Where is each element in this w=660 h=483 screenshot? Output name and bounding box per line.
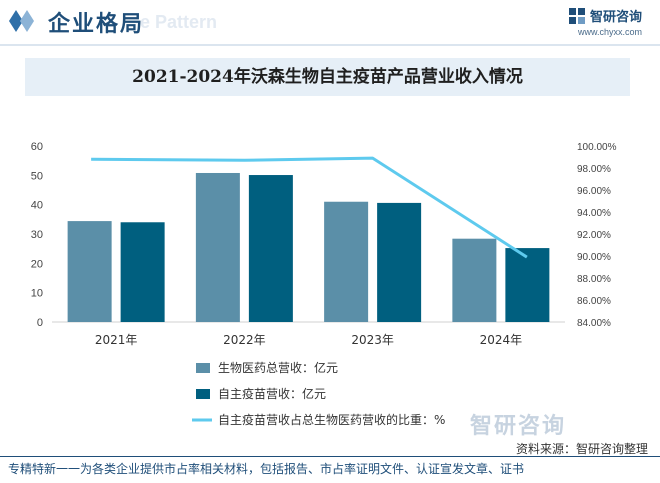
bar-total-revenue: [195, 172, 240, 322]
y-right-tick-label: 88.00%: [577, 274, 611, 285]
watermark-logo: 智研咨询: [470, 414, 567, 439]
legend-label: 自主疫苗营收占总生物医药营收的比重：%: [218, 412, 445, 427]
y-right-tick-label: 100.00%: [577, 142, 617, 153]
x-tick-label: 2023年: [351, 333, 394, 347]
legend-label: 生物医药总营收：亿元: [218, 360, 338, 375]
bar-vaccine-revenue: [377, 202, 422, 322]
bar-total-revenue: [324, 201, 369, 322]
y-right-tick-label: 92.00%: [577, 230, 611, 241]
line-series-share: [91, 156, 528, 259]
page-title: 企业格局: [48, 12, 145, 37]
y-left-tick-label: 20: [31, 258, 43, 270]
bar-vaccine-revenue: [120, 222, 165, 322]
legend-label: 自主疫苗营收：亿元: [218, 386, 326, 401]
footer-text: 专精特新一一为各类企业提供市占率相关材料，包括报告、市占率证明文件、认证宣发文章…: [8, 462, 525, 476]
brand[interactable]: 智研咨询 www.chyxx.com: [568, 6, 642, 37]
y-left-tick-label: 0: [37, 317, 43, 329]
y-right-tick-label: 90.00%: [577, 252, 611, 263]
y-right-tick-label: 98.00%: [577, 164, 611, 175]
bar-total-revenue: [452, 238, 497, 322]
brand-name: 智研咨询: [589, 10, 642, 25]
chart-title: 2021-2024年沃森生物自主疫苗产品营业收入情况: [132, 67, 523, 87]
y-left-tick-label: 50: [31, 170, 43, 182]
legend-swatch: [196, 363, 210, 373]
brand-logo-icon: [568, 7, 585, 24]
header-background-text: e Pattern: [140, 12, 218, 32]
chart-title-band: [25, 58, 630, 96]
bar-vaccine-revenue: [248, 175, 293, 322]
source-note: 资料来源：智研咨询整理: [515, 442, 648, 456]
brand-url[interactable]: www.chyxx.com: [577, 27, 642, 37]
y-left-tick-label: 10: [31, 288, 43, 300]
y-left-tick-label: 60: [31, 141, 43, 153]
bar-total-revenue: [67, 221, 112, 322]
y-right-tick-label: 86.00%: [577, 296, 611, 307]
header-divider: [0, 44, 660, 46]
footer-divider: [0, 456, 660, 457]
bar-vaccine-revenue: [505, 248, 550, 322]
y-left-tick-label: 30: [31, 229, 43, 241]
x-tick-label: 2021年: [95, 333, 138, 347]
diamond-logo-icon: [9, 10, 34, 32]
legend-swatch: [196, 389, 210, 399]
header: e Pattern 企业格局 智研咨询 www.chyxx.com: [0, 0, 660, 44]
x-tick-label: 2024年: [480, 333, 523, 347]
y-right-tick-label: 94.00%: [577, 208, 611, 219]
y-right-tick-label: 96.00%: [577, 186, 611, 197]
x-tick-label: 2022年: [223, 333, 266, 347]
y-left-tick-label: 40: [31, 200, 43, 212]
y-right-tick-label: 84.00%: [577, 318, 611, 329]
